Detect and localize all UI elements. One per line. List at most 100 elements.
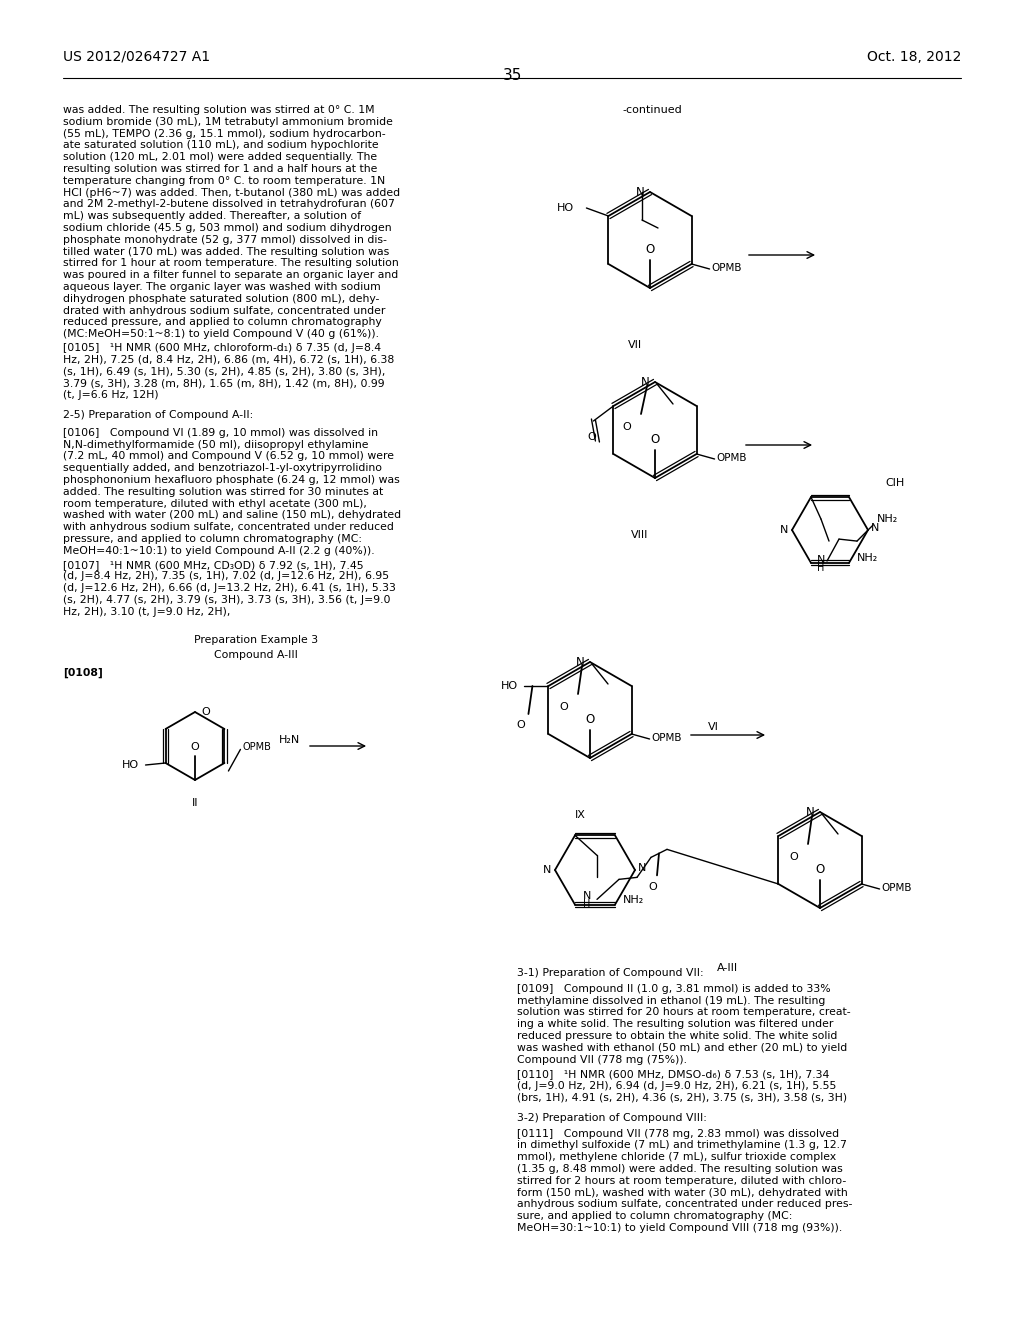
Text: O: O <box>560 702 568 711</box>
Text: MeOH=30:1~10:1) to yield Compound VIII (718 mg (93%)).: MeOH=30:1~10:1) to yield Compound VIII (… <box>517 1224 843 1233</box>
Text: sure, and applied to column chromatography (MC:: sure, and applied to column chromatograp… <box>517 1212 793 1221</box>
Text: Preparation Example 3: Preparation Example 3 <box>194 635 318 644</box>
Text: dihydrogen phosphate saturated solution (800 mL), dehy-: dihydrogen phosphate saturated solution … <box>63 294 379 304</box>
Text: room temperature, diluted with ethyl acetate (300 mL),: room temperature, diluted with ethyl ace… <box>63 499 367 508</box>
Text: 3-1) Preparation of Compound VII:: 3-1) Preparation of Compound VII: <box>517 968 703 978</box>
Text: OPMB: OPMB <box>243 742 271 752</box>
Text: H₂N: H₂N <box>279 735 300 744</box>
Text: [0109]   Compound II (1.0 g, 3.81 mmol) is added to 33%: [0109] Compound II (1.0 g, 3.81 mmol) is… <box>517 983 830 994</box>
Text: anhydrous sodium sulfate, concentrated under reduced pres-: anhydrous sodium sulfate, concentrated u… <box>517 1200 852 1209</box>
Text: tilled water (170 mL) was added. The resulting solution was: tilled water (170 mL) was added. The res… <box>63 247 389 256</box>
Text: N: N <box>636 186 645 198</box>
Text: N: N <box>583 891 591 902</box>
Text: O: O <box>190 742 200 752</box>
Text: was poured in a filter funnel to separate an organic layer and: was poured in a filter funnel to separat… <box>63 271 398 280</box>
Text: ate saturated solution (110 mL), and sodium hypochlorite: ate saturated solution (110 mL), and sod… <box>63 140 379 150</box>
Text: H: H <box>584 899 591 909</box>
Text: [0108]: [0108] <box>63 668 102 678</box>
Text: drated with anhydrous sodium sulfate, concentrated under: drated with anhydrous sodium sulfate, co… <box>63 306 385 315</box>
Text: OPMB: OPMB <box>882 883 912 894</box>
Text: VI: VI <box>708 722 719 733</box>
Text: methylamine dissolved in ethanol (19 mL). The resulting: methylamine dissolved in ethanol (19 mL)… <box>517 995 825 1006</box>
Text: O: O <box>645 243 654 256</box>
Text: (s, 2H), 4.77 (s, 2H), 3.79 (s, 3H), 3.73 (s, 3H), 3.56 (t, J=9.0: (s, 2H), 4.77 (s, 2H), 3.79 (s, 3H), 3.7… <box>63 595 390 605</box>
Text: and 2M 2-methyl-2-butene dissolved in tetrahydrofuran (607: and 2M 2-methyl-2-butene dissolved in te… <box>63 199 395 210</box>
Text: (MC:MeOH=50:1~8:1) to yield Compound V (40 g (61%)).: (MC:MeOH=50:1~8:1) to yield Compound V (… <box>63 329 379 339</box>
Text: VII: VII <box>628 341 642 350</box>
Text: (d, J=9.0 Hz, 2H), 6.94 (d, J=9.0 Hz, 2H), 6.21 (s, 1H), 5.55: (d, J=9.0 Hz, 2H), 6.94 (d, J=9.0 Hz, 2H… <box>517 1081 837 1092</box>
Text: N: N <box>641 375 650 388</box>
Text: Compound A-III: Compound A-III <box>214 651 298 660</box>
Text: NH₂: NH₂ <box>877 513 898 524</box>
Text: N: N <box>780 525 788 535</box>
Text: NH₂: NH₂ <box>623 895 644 904</box>
Text: sodium bromide (30 mL), 1M tetrabutyl ammonium bromide: sodium bromide (30 mL), 1M tetrabutyl am… <box>63 116 393 127</box>
Text: Hz, 2H), 3.10 (t, J=9.0 Hz, 2H),: Hz, 2H), 3.10 (t, J=9.0 Hz, 2H), <box>63 607 230 616</box>
Text: O: O <box>648 882 657 892</box>
Text: (7.2 mL, 40 mmol) and Compound V (6.52 g, 10 mmol) were: (7.2 mL, 40 mmol) and Compound V (6.52 g… <box>63 451 394 462</box>
Text: N: N <box>806 805 815 818</box>
Text: (s, 1H), 6.49 (s, 1H), 5.30 (s, 2H), 4.85 (s, 2H), 3.80 (s, 3H),: (s, 1H), 6.49 (s, 1H), 5.30 (s, 2H), 4.8… <box>63 367 385 376</box>
Text: O: O <box>587 432 596 442</box>
Text: OPMB: OPMB <box>712 263 742 273</box>
Text: O: O <box>201 708 210 717</box>
Text: (1.35 g, 8.48 mmol) were added. The resulting solution was: (1.35 g, 8.48 mmol) were added. The resu… <box>517 1164 843 1173</box>
Text: II: II <box>191 799 199 808</box>
Text: mmol), methylene chloride (7 mL), sulfur trioxide complex: mmol), methylene chloride (7 mL), sulfur… <box>517 1152 837 1162</box>
Text: was washed with ethanol (50 mL) and ether (20 mL) to yield: was washed with ethanol (50 mL) and ethe… <box>517 1043 847 1053</box>
Text: aqueous layer. The organic layer was washed with sodium: aqueous layer. The organic layer was was… <box>63 282 381 292</box>
Text: N: N <box>638 863 646 873</box>
Text: HO: HO <box>556 203 573 213</box>
Text: [0110]   ¹H NMR (600 MHz, DMSO-d₆) δ 7.53 (s, 1H), 7.34: [0110] ¹H NMR (600 MHz, DMSO-d₆) δ 7.53 … <box>517 1069 829 1080</box>
Text: [0111]   Compound VII (778 mg, 2.83 mmol) was dissolved: [0111] Compound VII (778 mg, 2.83 mmol) … <box>517 1129 839 1139</box>
Text: [0106]   Compound VI (1.89 g, 10 mmol) was dissolved in: [0106] Compound VI (1.89 g, 10 mmol) was… <box>63 428 378 438</box>
Text: O: O <box>815 863 824 876</box>
Text: in dimethyl sulfoxide (7 mL) and trimethylamine (1.3 g, 12.7: in dimethyl sulfoxide (7 mL) and trimeth… <box>517 1140 847 1151</box>
Text: -continued: -continued <box>622 106 682 115</box>
Text: N: N <box>871 523 880 533</box>
Text: OPMB: OPMB <box>651 733 682 743</box>
Text: O: O <box>623 422 632 432</box>
Text: washed with water (200 mL) and saline (150 mL), dehydrated: washed with water (200 mL) and saline (1… <box>63 511 401 520</box>
Text: 3-2) Preparation of Compound VIII:: 3-2) Preparation of Compound VIII: <box>517 1113 707 1123</box>
Text: sodium chloride (45.5 g, 503 mmol) and sodium dihydrogen: sodium chloride (45.5 g, 503 mmol) and s… <box>63 223 391 234</box>
Text: phosphononium hexafluoro phosphate (6.24 g, 12 mmol) was: phosphononium hexafluoro phosphate (6.24… <box>63 475 399 484</box>
Text: 35: 35 <box>503 69 521 83</box>
Text: reduced pressure to obtain the white solid. The white solid: reduced pressure to obtain the white sol… <box>517 1031 838 1041</box>
Text: O: O <box>650 433 659 446</box>
Text: N: N <box>817 556 825 565</box>
Text: N: N <box>575 656 585 668</box>
Text: phosphate monohydrate (52 g, 377 mmol) dissolved in dis-: phosphate monohydrate (52 g, 377 mmol) d… <box>63 235 387 244</box>
Text: Hz, 2H), 7.25 (d, 8.4 Hz, 2H), 6.86 (m, 4H), 6.72 (s, 1H), 6.38: Hz, 2H), 7.25 (d, 8.4 Hz, 2H), 6.86 (m, … <box>63 355 394 364</box>
Text: solution was stirred for 20 hours at room temperature, creat-: solution was stirred for 20 hours at roo… <box>517 1007 851 1018</box>
Text: (brs, 1H), 4.91 (s, 2H), 4.36 (s, 2H), 3.75 (s, 3H), 3.58 (s, 3H): (brs, 1H), 4.91 (s, 2H), 4.36 (s, 2H), 3… <box>517 1093 847 1104</box>
Text: reduced pressure, and applied to column chromatography: reduced pressure, and applied to column … <box>63 317 382 327</box>
Text: NH₂: NH₂ <box>857 553 879 562</box>
Text: pressure, and applied to column chromatography (MC:: pressure, and applied to column chromato… <box>63 535 362 544</box>
Text: (55 mL), TEMPO (2.36 g, 15.1 mmol), sodium hydrocarbon-: (55 mL), TEMPO (2.36 g, 15.1 mmol), sodi… <box>63 128 386 139</box>
Text: OPMB: OPMB <box>717 453 748 463</box>
Text: O: O <box>516 719 525 730</box>
Text: A-III: A-III <box>717 964 737 973</box>
Text: HCl (pH6~7) was added. Then, t-butanol (380 mL) was added: HCl (pH6~7) was added. Then, t-butanol (… <box>63 187 400 198</box>
Text: VIII: VIII <box>632 531 648 540</box>
Text: HO: HO <box>122 760 138 770</box>
Text: stirred for 1 hour at room temperature. The resulting solution: stirred for 1 hour at room temperature. … <box>63 259 398 268</box>
Text: stirred for 2 hours at room temperature, diluted with chloro-: stirred for 2 hours at room temperature,… <box>517 1176 846 1185</box>
Text: (d, J=8.4 Hz, 2H), 7.35 (s, 1H), 7.02 (d, J=12.6 Hz, 2H), 6.95: (d, J=8.4 Hz, 2H), 7.35 (s, 1H), 7.02 (d… <box>63 572 389 581</box>
Text: mL) was subsequently added. Thereafter, a solution of: mL) was subsequently added. Thereafter, … <box>63 211 361 222</box>
Text: resulting solution was stirred for 1 and a half hours at the: resulting solution was stirred for 1 and… <box>63 164 378 174</box>
Text: MeOH=40:1~10:1) to yield Compound A-II (2.2 g (40%)).: MeOH=40:1~10:1) to yield Compound A-II (… <box>63 545 375 556</box>
Text: with anhydrous sodium sulfate, concentrated under reduced: with anhydrous sodium sulfate, concentra… <box>63 523 394 532</box>
Text: O: O <box>586 713 595 726</box>
Text: temperature changing from 0° C. to room temperature. 1N: temperature changing from 0° C. to room … <box>63 176 385 186</box>
Text: HO: HO <box>501 681 517 690</box>
Text: N,N-dimethylformamide (50 ml), diisopropyl ethylamine: N,N-dimethylformamide (50 ml), diisoprop… <box>63 440 369 450</box>
Text: N: N <box>543 865 551 875</box>
Text: form (150 mL), washed with water (30 mL), dehydrated with: form (150 mL), washed with water (30 mL)… <box>517 1188 848 1197</box>
Text: was added. The resulting solution was stirred at 0° C. 1M: was added. The resulting solution was st… <box>63 106 375 115</box>
Text: ing a white solid. The resulting solution was filtered under: ing a white solid. The resulting solutio… <box>517 1019 834 1030</box>
Text: (t, J=6.6 Hz, 12H): (t, J=6.6 Hz, 12H) <box>63 391 159 400</box>
Text: [0105]   ¹H NMR (600 MHz, chloroform-d₁) δ 7.35 (d, J=8.4: [0105] ¹H NMR (600 MHz, chloroform-d₁) δ… <box>63 343 381 352</box>
Text: added. The resulting solution was stirred for 30 minutes at: added. The resulting solution was stirre… <box>63 487 383 496</box>
